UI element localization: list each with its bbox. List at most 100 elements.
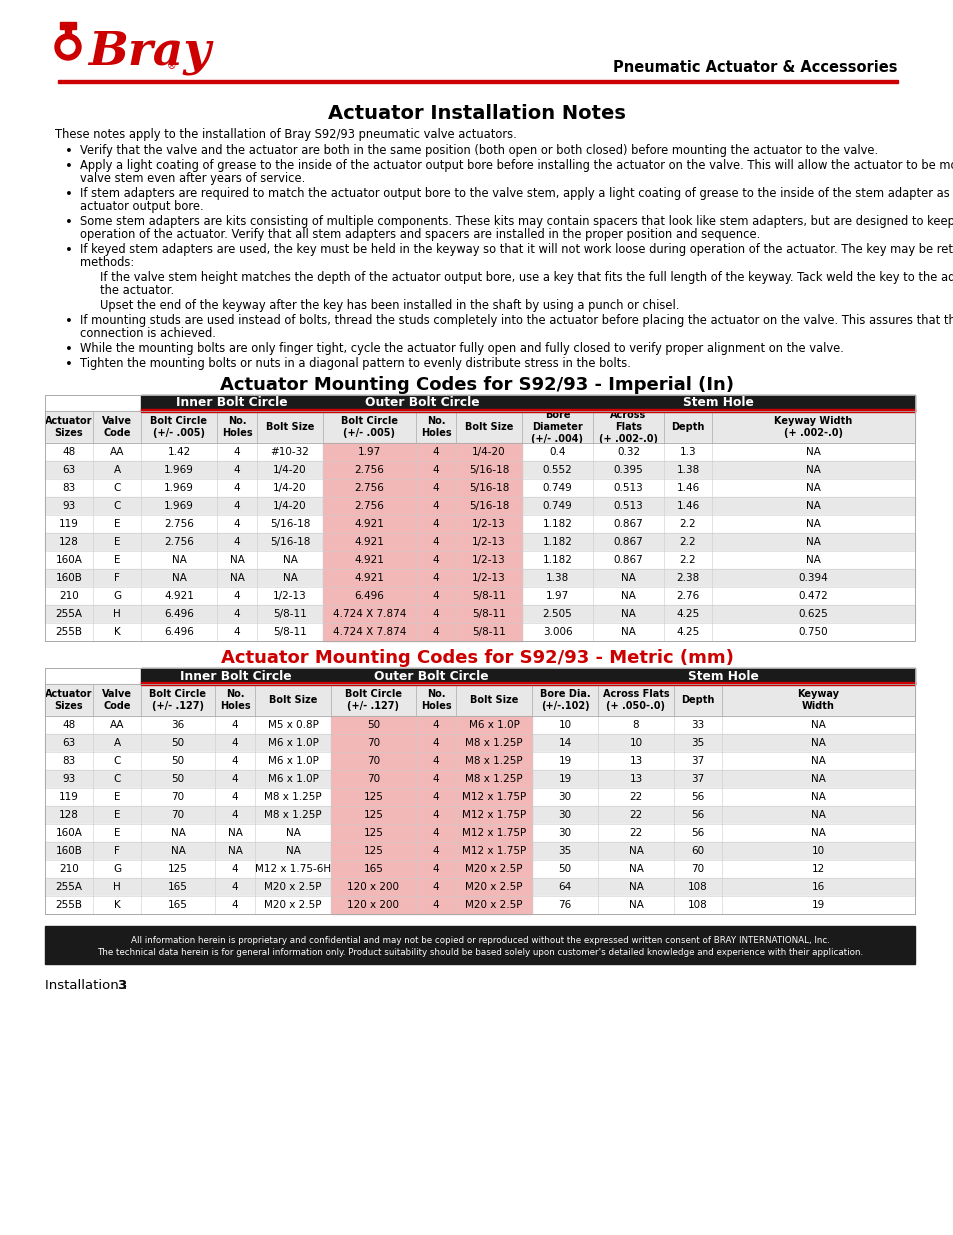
Text: 125: 125 (363, 846, 383, 856)
Text: 4: 4 (232, 864, 238, 874)
Text: 0.513: 0.513 (613, 483, 642, 493)
Bar (45, 926, 914, 965)
Bar (331, 769, 532, 788)
Text: 0.394: 0.394 (798, 573, 827, 583)
Text: 56: 56 (691, 810, 704, 820)
Bar (323, 395, 521, 411)
Text: 13: 13 (629, 774, 642, 784)
Bar (45, 411, 914, 443)
Text: NA: NA (620, 609, 636, 619)
Text: 4: 4 (433, 501, 438, 511)
Text: 0.749: 0.749 (542, 501, 572, 511)
Text: 0.4: 0.4 (549, 447, 565, 457)
Text: 255A: 255A (55, 609, 82, 619)
Text: NA: NA (285, 827, 300, 839)
Text: 2.756: 2.756 (355, 501, 384, 511)
Text: 4: 4 (233, 466, 240, 475)
Bar (532, 682, 914, 684)
Text: 1.969: 1.969 (164, 501, 193, 511)
Text: 1.969: 1.969 (164, 483, 193, 493)
Text: 2.2: 2.2 (679, 555, 696, 564)
Text: M20 x 2.5P: M20 x 2.5P (465, 864, 522, 874)
Text: C: C (113, 501, 121, 511)
Bar (331, 860, 532, 878)
Text: actuator output bore.: actuator output bore. (80, 200, 203, 212)
Bar (45, 878, 914, 897)
Text: •: • (65, 245, 72, 257)
Text: 4: 4 (433, 537, 438, 547)
Text: 6.496: 6.496 (164, 627, 193, 637)
Text: •: • (65, 144, 72, 158)
Text: 4.921: 4.921 (164, 592, 193, 601)
Bar (331, 716, 532, 734)
Text: NA: NA (810, 827, 825, 839)
Text: F: F (114, 573, 120, 583)
Bar (65, 28, 71, 38)
Bar (331, 824, 532, 842)
Bar (45, 479, 914, 496)
Bar (331, 682, 532, 684)
Text: Depth: Depth (671, 422, 704, 432)
Text: C: C (113, 483, 121, 493)
Bar (521, 409, 914, 411)
Text: M20 x 2.5P: M20 x 2.5P (264, 900, 321, 910)
Bar (323, 496, 521, 515)
Text: The technical data herein is for general information only. Product suitability s: The technical data herein is for general… (97, 948, 862, 957)
Text: 56: 56 (691, 792, 704, 802)
Text: While the mounting bolts are only finger tight, cycle the actuator fully open an: While the mounting bolts are only finger… (80, 342, 843, 354)
Circle shape (61, 40, 75, 54)
Text: 10: 10 (558, 720, 571, 730)
Bar (331, 842, 532, 860)
Text: Outer Bolt Circle: Outer Bolt Circle (365, 396, 479, 410)
Text: 48: 48 (62, 447, 75, 457)
Bar (331, 788, 532, 806)
Text: 5/8-11: 5/8-11 (472, 592, 505, 601)
Text: NA: NA (285, 846, 300, 856)
Bar (45, 734, 914, 752)
Text: NA: NA (805, 537, 821, 547)
Text: 30: 30 (558, 792, 571, 802)
Text: 1/2-13: 1/2-13 (472, 555, 505, 564)
Text: 4: 4 (233, 627, 240, 637)
Bar (331, 878, 532, 897)
Text: 4: 4 (433, 519, 438, 529)
Text: M8 x 1.25P: M8 x 1.25P (264, 792, 321, 802)
Text: 4: 4 (433, 882, 438, 892)
Text: Valve
Code: Valve Code (102, 416, 132, 437)
Text: NA: NA (810, 720, 825, 730)
Text: 128: 128 (59, 810, 79, 820)
Text: 70: 70 (691, 864, 704, 874)
Text: A: A (113, 739, 120, 748)
Text: If stem adapters are required to match the actuator output bore to the valve ste: If stem adapters are required to match t… (80, 186, 953, 200)
Text: E: E (113, 519, 120, 529)
Text: Stem Hole: Stem Hole (687, 669, 759, 683)
Text: C: C (113, 774, 121, 784)
Text: 50: 50 (172, 756, 184, 766)
Text: Bolt Size: Bolt Size (266, 422, 314, 432)
Text: 2.2: 2.2 (679, 519, 696, 529)
Bar (45, 461, 914, 479)
Text: 255B: 255B (55, 900, 82, 910)
Text: 119: 119 (59, 519, 79, 529)
Text: 4: 4 (433, 609, 438, 619)
Bar (532, 668, 914, 684)
Text: AA: AA (110, 447, 124, 457)
Text: 0.867: 0.867 (613, 537, 642, 547)
Text: •: • (65, 161, 72, 173)
Text: 1.969: 1.969 (164, 466, 193, 475)
Text: 1/2-13: 1/2-13 (472, 573, 505, 583)
Text: 4: 4 (232, 756, 238, 766)
Text: M6 x 1.0P: M6 x 1.0P (468, 720, 518, 730)
Text: 1.97: 1.97 (545, 592, 569, 601)
Text: 19: 19 (558, 774, 571, 784)
Bar (45, 897, 914, 914)
Text: 1.97: 1.97 (357, 447, 381, 457)
Text: Actuator
Sizes: Actuator Sizes (45, 416, 92, 437)
Text: A: A (113, 466, 120, 475)
Text: 50: 50 (367, 720, 379, 730)
Text: 50: 50 (172, 739, 184, 748)
Text: 4: 4 (233, 609, 240, 619)
Text: Pneumatic Actuator & Accessories: Pneumatic Actuator & Accessories (613, 59, 897, 74)
Text: G: G (112, 592, 121, 601)
Text: Installation :: Installation : (45, 979, 132, 992)
